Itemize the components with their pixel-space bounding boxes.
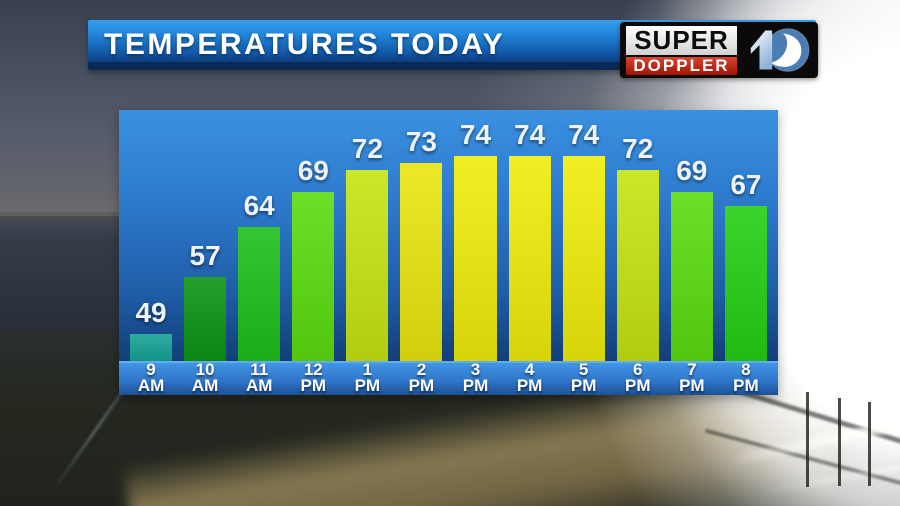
x-axis-label: 12 PM [300,360,327,395]
bar-value-label: 69 [297,155,329,186]
logo-text-block: SUPER DOPPLER [626,25,737,75]
bar-value-label: 64 [243,190,275,221]
bar-value-label: 72 [351,133,383,164]
x-axis-strip [119,361,778,395]
utility-pole [868,402,871,486]
bar-column: 49 9 AM [130,110,173,395]
bar-value-label: 72 [622,133,654,164]
temperature-bar [454,156,497,361]
x-axis-label: 4 PM [516,360,543,395]
bar-value-label: 57 [189,240,221,271]
bar-column: 74 4 PM [508,110,551,395]
bar-value-label: 74 [459,119,492,150]
bar-value-label: 73 [405,126,437,157]
x-axis-label: 8 PM [733,360,759,395]
bar-value-label: 74 [514,119,546,150]
bar-column: 67 8 PM [724,110,767,395]
x-axis-label: 10 AM [191,360,219,395]
temperature-bar [238,227,281,361]
utility-pole [838,398,841,486]
temperature-bar [292,192,335,361]
bar-column: 72 6 PM [616,110,659,395]
logo-super-label: SUPER [626,25,737,55]
temperature-bar [130,334,173,361]
page-title: TEMPERATURES TODAY [104,28,506,61]
bar-value-label: 67 [730,169,762,200]
bar-column: 72 1 PM [346,110,389,395]
bar-value-label: 74 [568,119,600,150]
temperature-bar [400,163,443,361]
bar-columns: 49 9 AM 57 10 AM 64 11 AM 69 12 PM 72 1 PM 73 2 PM 74 3 PM 74… [119,110,778,395]
x-axis-label: 2 PM [408,360,435,395]
x-axis-label: 9 AM [137,360,165,395]
temperature-bar [670,192,713,361]
bar-column: 69 7 PM [670,110,713,395]
bar-value-label: 49 [135,297,167,328]
bar-column: 73 2 PM [400,110,443,395]
bar-column: 74 3 PM [454,110,497,395]
temperature-bar [616,170,659,361]
bar-value-label: 69 [676,155,708,186]
temperature-bar [562,156,605,361]
x-axis-label: 11 AM [245,360,273,395]
temperature-chart: 49 9 AM 57 10 AM 64 11 AM 69 12 PM 72 1 PM 73 2 PM 74 3 PM 74… [119,110,778,395]
bar-column: 57 10 AM [184,110,227,395]
temperature-bar [508,156,551,361]
temperature-bar [724,206,767,361]
temperature-bar [184,277,227,361]
logo-doppler-label: DOPPLER [626,56,737,75]
temperature-bar [346,170,389,361]
utility-pole [806,392,809,487]
x-axis-label: 7 PM [679,360,705,395]
x-axis-label: 6 PM [624,360,651,395]
bar-column: 64 11 AM [238,110,281,395]
bar-column: 69 12 PM [292,110,335,395]
x-axis-label: 5 PM [570,360,597,395]
x-axis-label: 3 PM [462,360,489,395]
super-doppler-10-logo: SUPER DOPPLER [620,22,818,78]
channel-10-wave-icon [742,25,812,75]
bar-column: 74 5 PM [562,110,605,395]
x-axis-label: 1 PM [354,360,381,395]
